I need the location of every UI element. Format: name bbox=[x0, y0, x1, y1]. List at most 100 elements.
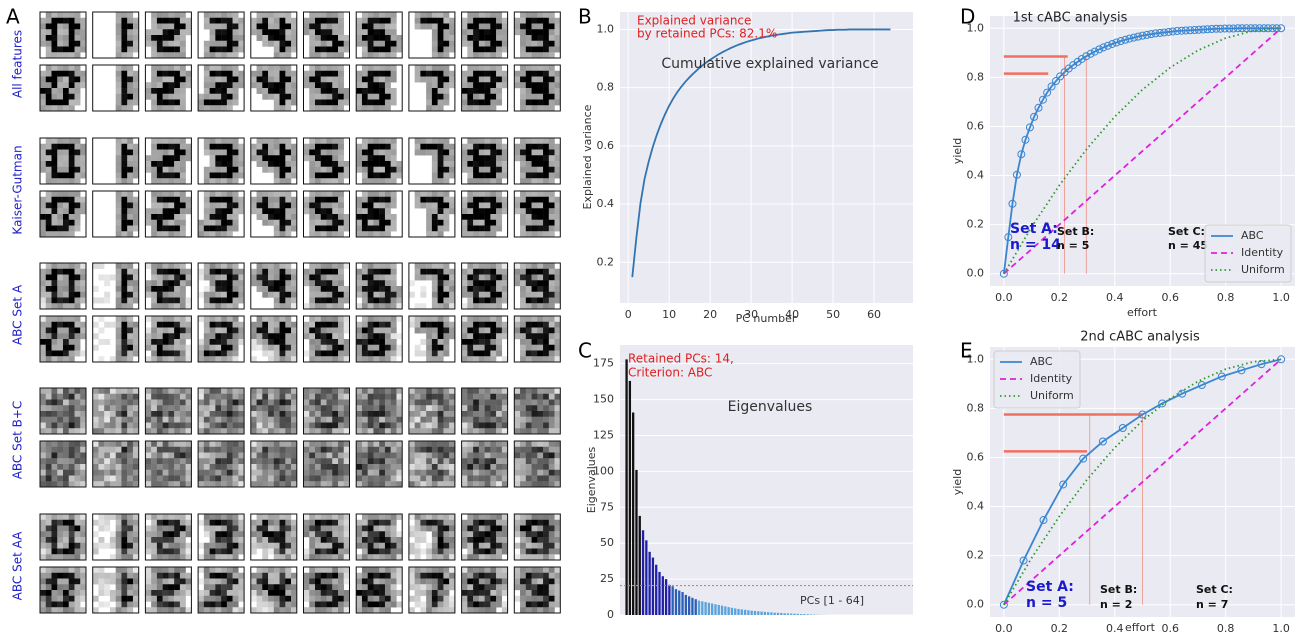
pixel bbox=[262, 531, 268, 537]
pixel bbox=[543, 52, 549, 58]
pixel bbox=[391, 470, 397, 476]
pixel bbox=[462, 441, 468, 447]
pixel bbox=[555, 24, 561, 30]
pixel bbox=[186, 447, 192, 453]
pixel bbox=[356, 203, 362, 209]
pixel bbox=[396, 476, 402, 482]
pixel bbox=[315, 411, 321, 417]
pixel bbox=[233, 292, 239, 298]
pixel bbox=[537, 428, 543, 434]
pixel bbox=[215, 178, 221, 184]
pixel bbox=[449, 514, 455, 520]
pixel bbox=[391, 428, 397, 434]
pixel bbox=[46, 263, 52, 269]
pixel bbox=[543, 292, 549, 298]
pixel bbox=[462, 316, 468, 322]
pixel bbox=[409, 428, 415, 434]
pixel bbox=[321, 394, 327, 400]
pixel bbox=[356, 94, 362, 100]
pixel bbox=[116, 263, 122, 269]
pixel bbox=[227, 12, 233, 18]
pixel bbox=[315, 220, 321, 226]
pixel bbox=[145, 214, 151, 220]
pixel bbox=[233, 155, 239, 161]
pixel bbox=[490, 476, 496, 482]
pixel bbox=[356, 286, 362, 292]
pixel bbox=[280, 520, 286, 526]
pixel bbox=[467, 345, 473, 351]
pixel bbox=[514, 197, 520, 203]
pixel bbox=[385, 65, 391, 71]
pixel bbox=[291, 537, 297, 543]
pixel bbox=[473, 178, 479, 184]
pixel bbox=[526, 35, 532, 41]
pixel bbox=[127, 220, 133, 226]
pixel bbox=[368, 155, 374, 161]
pixel bbox=[332, 554, 338, 560]
pixel bbox=[490, 520, 496, 526]
pixel bbox=[198, 400, 204, 406]
pixel bbox=[145, 328, 151, 334]
pixel bbox=[490, 280, 496, 286]
pixel bbox=[121, 405, 127, 411]
pixel bbox=[204, 481, 210, 487]
pixel bbox=[238, 298, 244, 304]
pixel bbox=[174, 453, 180, 459]
pixel bbox=[116, 105, 122, 111]
pixel bbox=[116, 12, 122, 18]
pixel bbox=[532, 388, 538, 394]
pixel bbox=[514, 464, 520, 470]
pixel bbox=[238, 292, 244, 298]
pixel bbox=[479, 208, 485, 214]
pixel bbox=[443, 476, 449, 482]
pixel bbox=[291, 24, 297, 30]
pixel bbox=[432, 537, 438, 543]
pixel bbox=[304, 144, 310, 150]
pixel bbox=[426, 481, 432, 487]
pixel bbox=[180, 476, 186, 482]
pixel bbox=[485, 47, 491, 53]
pixel bbox=[291, 417, 297, 423]
pixel bbox=[479, 303, 485, 309]
pixel bbox=[157, 65, 163, 71]
pixel bbox=[526, 150, 532, 156]
pixel bbox=[520, 52, 526, 58]
pixel bbox=[151, 298, 157, 304]
pixel bbox=[210, 531, 216, 537]
pixel bbox=[204, 220, 210, 226]
pixel bbox=[315, 100, 321, 106]
pixel bbox=[75, 226, 81, 232]
pixel bbox=[285, 394, 291, 400]
pixel bbox=[537, 82, 543, 88]
pixel bbox=[262, 94, 268, 100]
pixel bbox=[280, 476, 286, 482]
pixel bbox=[63, 35, 69, 41]
pixel bbox=[280, 65, 286, 71]
pixel bbox=[309, 351, 315, 357]
pixel bbox=[46, 178, 52, 184]
pixel bbox=[40, 105, 46, 111]
pixel bbox=[368, 18, 374, 24]
pixel bbox=[204, 423, 210, 429]
pixel bbox=[537, 77, 543, 83]
pixel bbox=[274, 476, 280, 482]
pixel bbox=[121, 476, 127, 482]
pixel bbox=[133, 453, 139, 459]
pixel bbox=[63, 537, 69, 543]
pixel bbox=[121, 65, 127, 71]
pixel bbox=[473, 464, 479, 470]
pixel bbox=[555, 388, 561, 394]
pixel bbox=[426, 400, 432, 406]
pixel bbox=[291, 161, 297, 167]
pixel bbox=[462, 155, 468, 161]
pixel bbox=[57, 263, 63, 269]
pixel bbox=[426, 197, 432, 203]
pixel bbox=[479, 441, 485, 447]
pixel bbox=[396, 537, 402, 543]
pixel bbox=[368, 94, 374, 100]
pixel bbox=[344, 394, 350, 400]
pixel bbox=[415, 441, 421, 447]
pixel bbox=[163, 35, 169, 41]
pixel bbox=[291, 470, 297, 476]
pixel bbox=[198, 356, 204, 362]
